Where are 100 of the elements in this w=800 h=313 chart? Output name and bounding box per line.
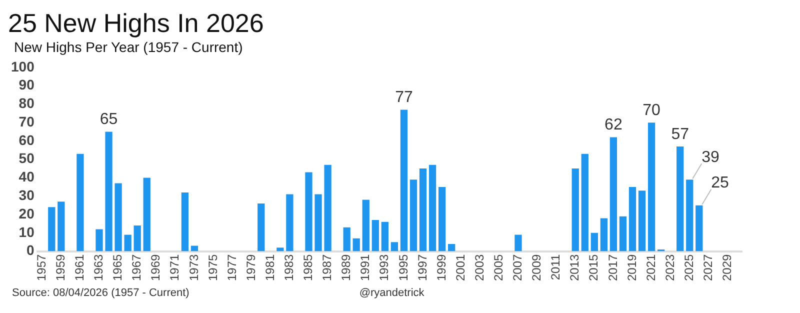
x-tick-label: 2017 <box>606 254 620 282</box>
bar <box>305 172 312 252</box>
bar <box>96 229 103 252</box>
x-tick-label: 1965 <box>110 254 125 282</box>
bar <box>324 164 332 252</box>
x-tick-label: 1995 <box>396 254 410 282</box>
y-tick-label: 100 <box>11 58 35 74</box>
bar <box>610 137 618 252</box>
x-tick-label: 2003 <box>472 254 486 282</box>
y-tick-label: 50 <box>18 150 35 166</box>
x-tick-label: 2025 <box>682 254 696 282</box>
x-tick-label: 1959 <box>53 254 68 282</box>
x-tick-label: 1999 <box>434 254 448 282</box>
bar <box>410 180 418 252</box>
bar <box>686 180 694 252</box>
bar <box>581 154 588 252</box>
y-tick-label: 70 <box>18 113 35 130</box>
bar <box>48 207 56 252</box>
data-label: 65 <box>100 111 118 128</box>
y-tick-label: 30 <box>18 186 35 203</box>
bar <box>638 190 646 252</box>
x-tick-label: 1991 <box>358 254 372 282</box>
bar <box>428 164 436 252</box>
y-tick-label: 20 <box>18 205 35 222</box>
x-tick-label: 1987 <box>320 254 334 282</box>
x-tick-label: 1989 <box>339 254 354 282</box>
data-label: 57 <box>671 126 690 143</box>
x-tick-label: 1973 <box>186 254 201 282</box>
x-tick-label: 1981 <box>262 254 277 282</box>
x-tick-label: 1985 <box>301 254 316 282</box>
x-tick-label: 1979 <box>244 254 258 282</box>
data-label: 25 <box>711 174 730 192</box>
x-tick-label: 2009 <box>530 254 544 282</box>
data-label: 39 <box>702 148 720 166</box>
y-tick-label: 40 <box>18 168 35 185</box>
x-tick-label: 2019 <box>624 254 639 282</box>
x-tick-label: 2021 <box>644 254 658 282</box>
bar <box>286 194 294 252</box>
bar <box>314 194 322 252</box>
chart-title: 25 New Highs In 2026 <box>8 8 265 38</box>
bar <box>400 110 408 252</box>
x-tick-label: 1967 <box>130 254 144 282</box>
x-tick-label: 1983 <box>282 254 296 282</box>
bar <box>572 168 579 252</box>
bar <box>58 202 65 252</box>
bar <box>134 226 141 252</box>
bar <box>619 216 627 252</box>
bar <box>381 222 388 252</box>
data-label: 77 <box>395 89 413 106</box>
x-tick-label: 1961 <box>72 254 87 282</box>
bar <box>696 205 703 252</box>
y-tick-label: 10 <box>18 224 35 240</box>
x-tick-label: 2007 <box>510 254 525 282</box>
bar <box>362 200 370 252</box>
bar <box>600 218 608 252</box>
data-label: 62 <box>604 116 622 134</box>
x-tick-label: 1957 <box>34 254 48 282</box>
x-tick-label: 2001 <box>453 254 468 282</box>
x-tick-label: 2005 <box>491 254 506 282</box>
y-tick-label: 0 <box>26 242 35 258</box>
x-tick-label: 1997 <box>415 254 430 282</box>
bar <box>448 244 456 252</box>
text: @ryandetrick <box>359 286 424 301</box>
x-tick-label: 2023 <box>662 254 677 282</box>
x-tick-label: 2015 <box>586 254 601 282</box>
bar <box>181 192 189 252</box>
bar <box>124 234 132 252</box>
x-tick-label: 2029 <box>720 254 734 282</box>
bar <box>114 183 122 252</box>
x-tick-label: 2013 <box>568 254 582 282</box>
bar <box>390 242 398 252</box>
bar <box>676 146 684 252</box>
bar <box>352 238 360 252</box>
bar <box>419 168 427 252</box>
bar <box>276 248 284 252</box>
y-tick-label: 80 <box>18 95 35 112</box>
bar <box>372 220 379 252</box>
x-tick-label: 1971 <box>168 254 182 282</box>
chart-subtitle: New Highs Per Year (1957 - Current) <box>13 38 244 56</box>
bar <box>514 234 522 252</box>
bar <box>76 154 84 252</box>
x-tick-label: 2027 <box>700 254 715 282</box>
x-tick-label: 1963 <box>92 254 106 282</box>
bar <box>343 227 350 252</box>
bar <box>438 186 446 252</box>
bar <box>258 203 265 252</box>
bar <box>105 132 112 252</box>
bar <box>590 232 598 252</box>
x-tick-label: 1993 <box>377 254 392 282</box>
source-note: Source: 08/04/2026 (1957 - Current) <box>12 286 190 301</box>
x-tick-label: 1977 <box>224 254 239 282</box>
y-tick-label: 90 <box>18 76 35 93</box>
bar <box>648 122 656 252</box>
bar <box>143 178 150 252</box>
x-tick-label: 1969 <box>148 254 163 282</box>
bar <box>628 186 636 252</box>
data-label: 70 <box>642 102 661 119</box>
x-tick-label: 1975 <box>206 254 220 282</box>
x-tick-label: 2011 <box>548 254 563 280</box>
y-tick-label: 60 <box>18 132 35 148</box>
